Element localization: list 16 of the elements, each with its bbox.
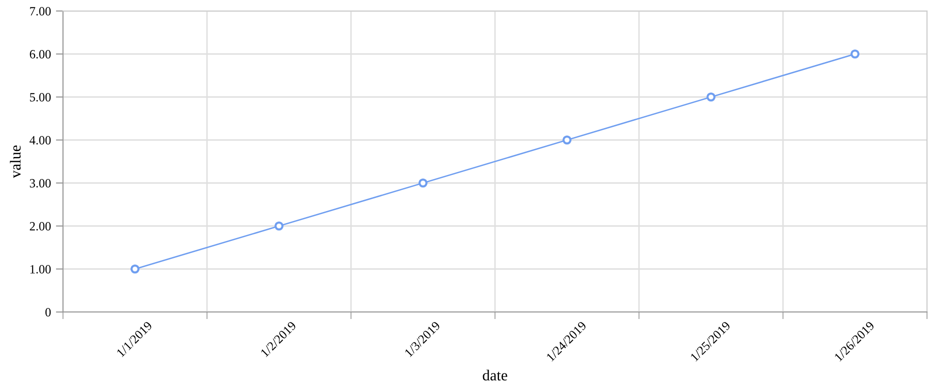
y-tick-label: 5.00 <box>30 93 51 102</box>
point <box>562 135 572 145</box>
point <box>706 92 716 102</box>
y-tick-label: 3.00 <box>30 179 51 188</box>
y-tick-label: 2.00 <box>30 222 51 231</box>
point <box>274 221 284 231</box>
y-tick-label: 6.00 <box>30 50 51 59</box>
y-axis-title: value <box>10 145 21 178</box>
y-tick-label: 4.00 <box>30 136 51 145</box>
x-axis-title: date <box>482 370 508 381</box>
y-tick-label: 7.00 <box>30 7 51 16</box>
point <box>850 49 860 59</box>
point <box>130 264 140 274</box>
point <box>418 178 428 188</box>
y-tick-label: 1.00 <box>30 265 51 274</box>
y-tick-label: 0 <box>45 308 51 316</box>
